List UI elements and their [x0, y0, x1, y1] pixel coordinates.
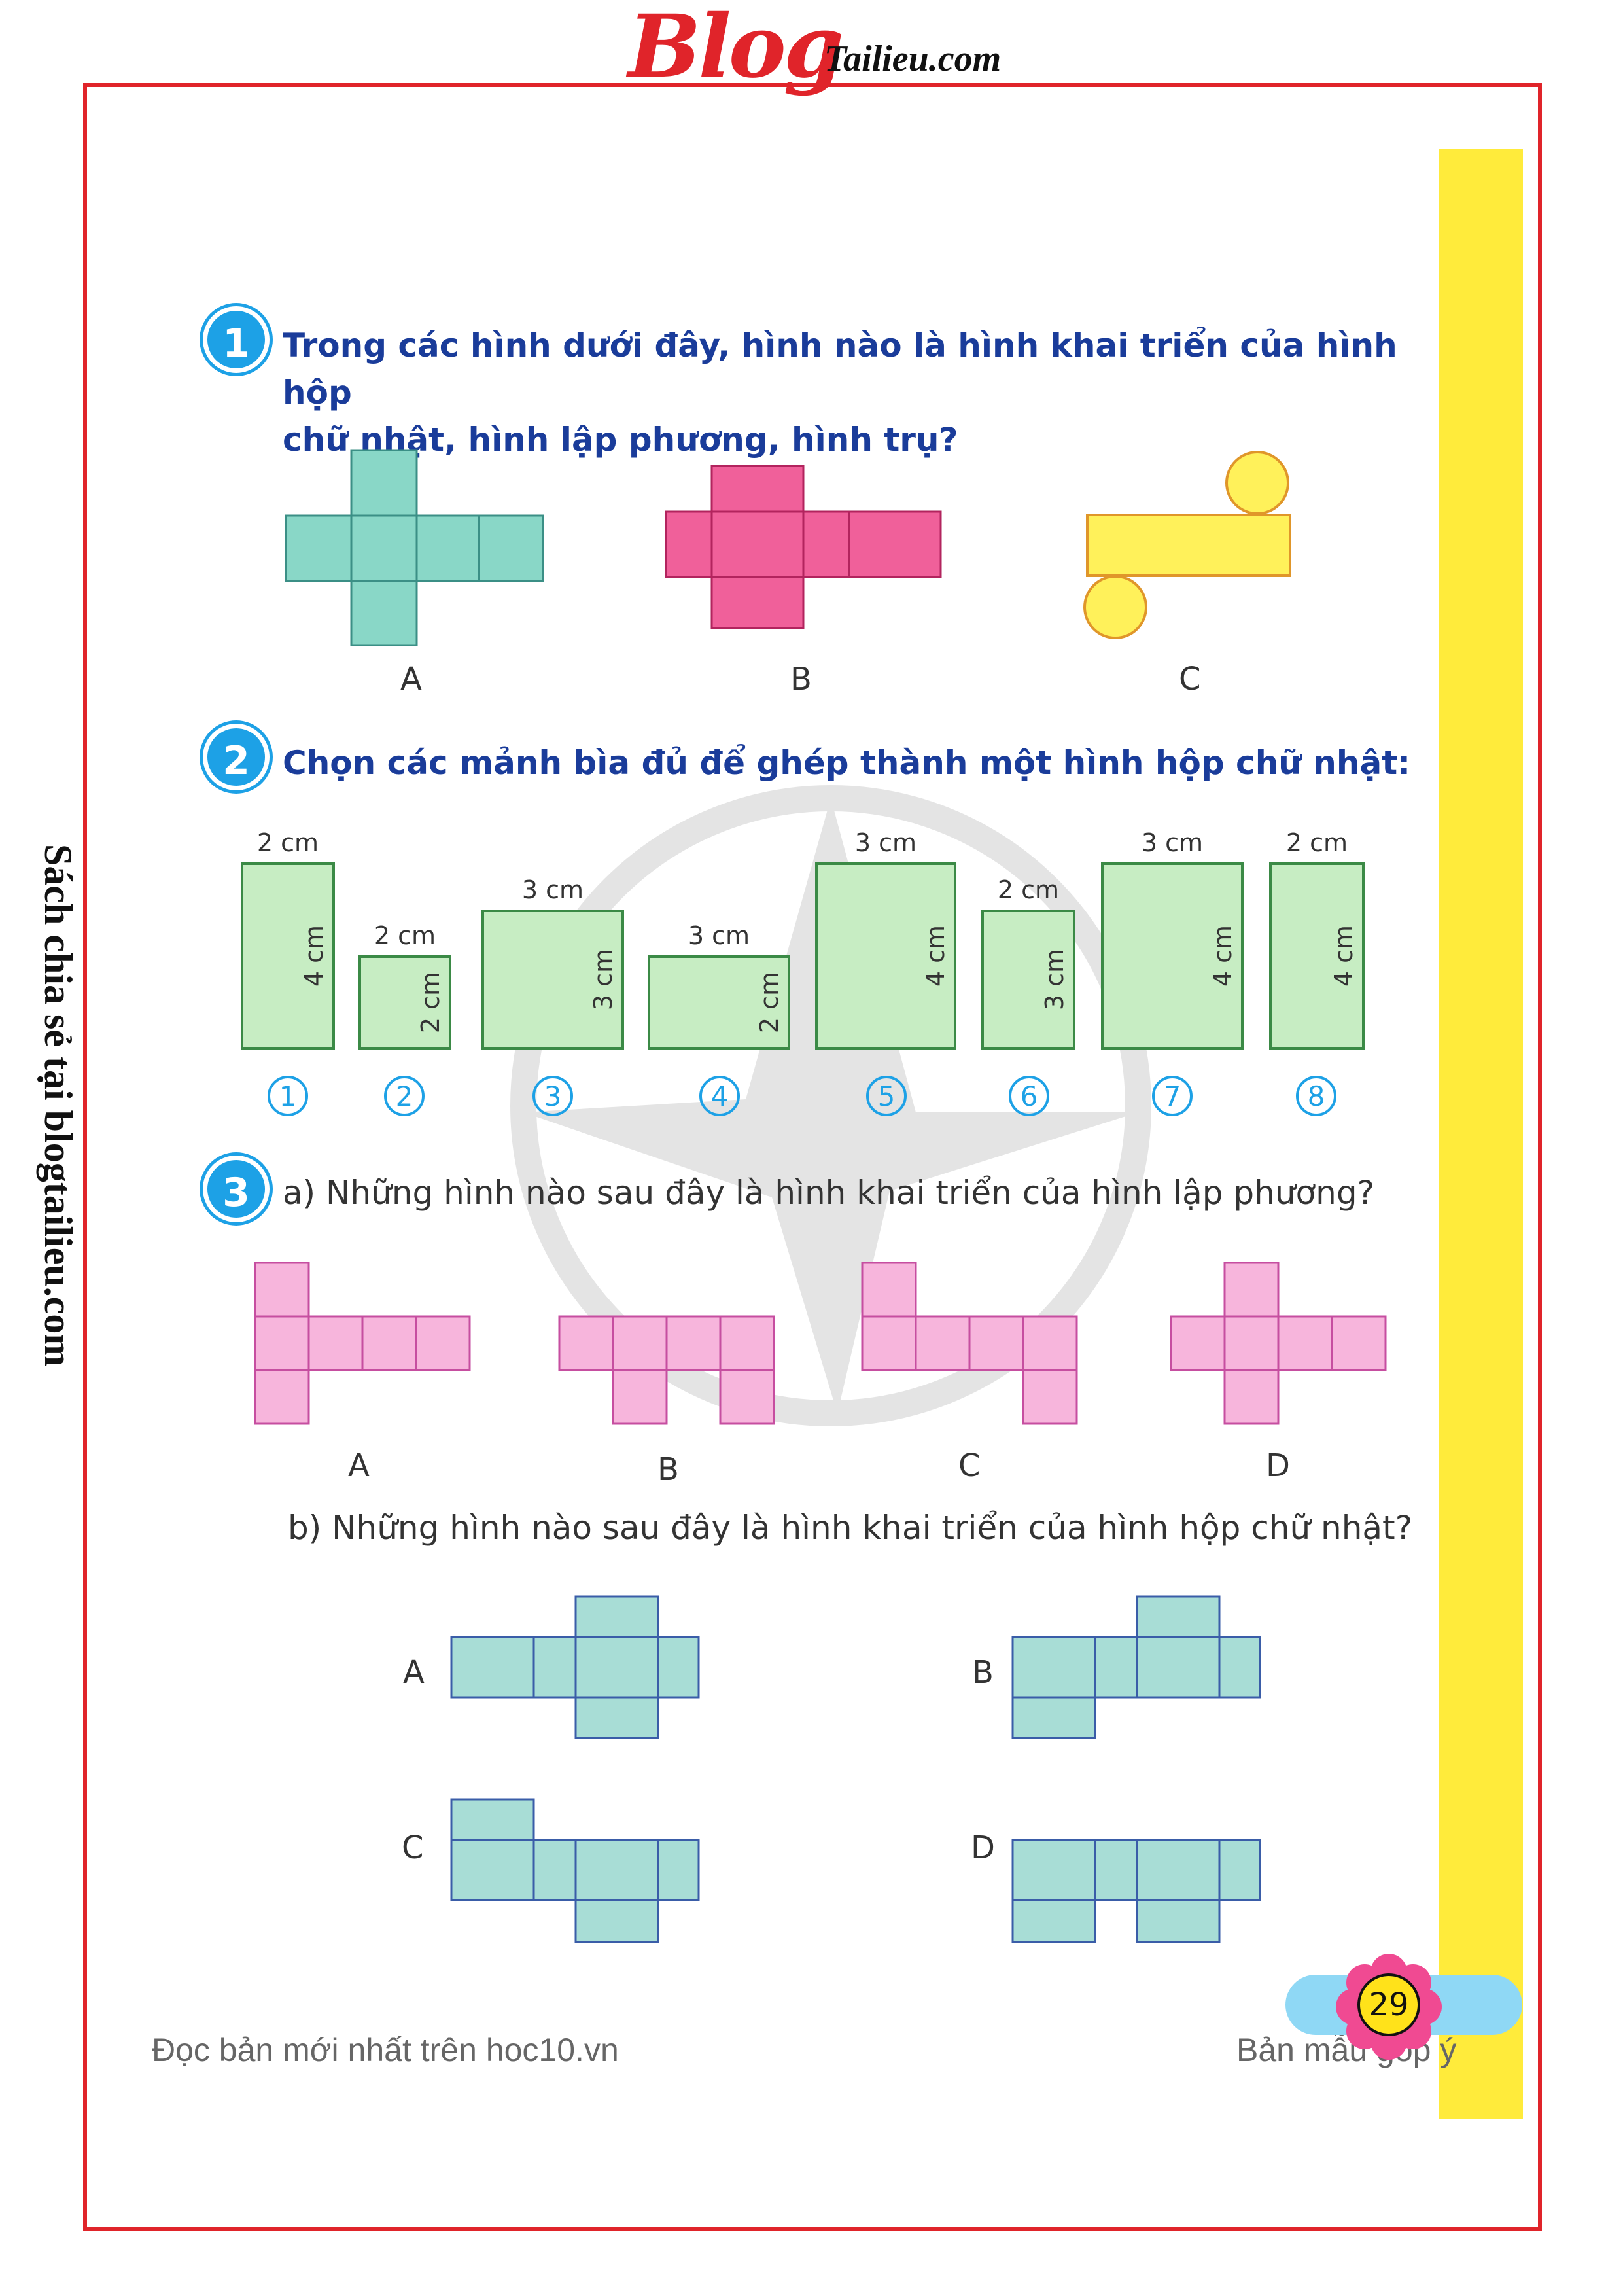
card-8-width-label: 2 cm: [1285, 828, 1348, 857]
exercise-2-number: 2: [203, 724, 270, 790]
card-1: [241, 862, 335, 1050]
exercise-3b-net-b: [1011, 1595, 1261, 1739]
exercise-3b-label-c: C: [402, 1829, 424, 1866]
watermark-logo: [510, 785, 1151, 1426]
card-4-number: 4: [699, 1076, 740, 1116]
card-6-width-label: 2 cm: [997, 875, 1060, 904]
card-2-height-label: 2 cm: [416, 971, 445, 1034]
card-8: [1269, 862, 1365, 1050]
exercise-1-number: 1: [203, 306, 270, 373]
exercise-3b-label-d: D: [971, 1829, 995, 1866]
card-3: [481, 910, 624, 1050]
exercise-3b-label-a: A: [403, 1654, 425, 1691]
page-number: 29: [1357, 1973, 1420, 2036]
exercise-3b-net-c: [450, 1798, 700, 1943]
card-3-number: 3: [532, 1076, 573, 1116]
exercise-3b-net-a: [450, 1595, 700, 1739]
exercise-3b-net-d: [1011, 1839, 1261, 1943]
card-8-height-label: 4 cm: [1329, 925, 1358, 987]
card-7-width-label: 3 cm: [1141, 828, 1204, 857]
footer-left-text: Đọc bản mới nhất trên hoc10.vn: [152, 2032, 619, 2068]
card-5: [815, 862, 956, 1050]
exercise-3a-label-d: D: [1266, 1447, 1290, 1484]
exercise-1-label-a: A: [400, 661, 422, 698]
exercise-3a-net-b: [558, 1315, 775, 1425]
card-4: [648, 955, 790, 1050]
exercise-3a-net-d: [1170, 1262, 1387, 1425]
exercise-1-net-a: [285, 449, 544, 646]
exercise-3a-label-b: B: [657, 1451, 679, 1488]
exercise-3-part-b-question: b) Những hình nào sau đây là hình khai t…: [288, 1509, 1413, 1547]
card-2-number: 2: [384, 1076, 425, 1116]
exercise-3a-net-a: [254, 1262, 471, 1425]
logo-tailieu-text: Tailieu.com: [824, 39, 1002, 79]
exercise-3a-label-c: C: [958, 1447, 981, 1484]
card-4-height-label: 2 cm: [755, 971, 784, 1034]
logo-blog-text: Blog: [628, 0, 844, 97]
card-5-width-label: 3 cm: [854, 828, 917, 857]
card-7-number: 7: [1152, 1076, 1193, 1116]
card-6: [981, 910, 1075, 1050]
card-1-width-label: 2 cm: [256, 828, 319, 857]
card-7: [1101, 862, 1244, 1050]
exercise-3-number: 3: [203, 1156, 270, 1222]
card-5-number: 5: [866, 1076, 907, 1116]
exercise-1-title: Trong các hình dưới đây, hình nào là hìn…: [283, 327, 1397, 459]
card-5-height-label: 4 cm: [921, 925, 950, 987]
card-3-height-label: 3 cm: [589, 948, 618, 1011]
card-1-number: 1: [268, 1076, 308, 1116]
card-3-width-label: 3 cm: [521, 875, 584, 904]
exercise-3-part-a-question: a) Những hình nào sau đây là hình khai t…: [283, 1174, 1375, 1212]
exercise-2-title: Chọn các mảnh bìa đủ để ghép thành một h…: [283, 744, 1411, 782]
page-border: [83, 83, 1542, 2231]
card-8-number: 8: [1296, 1076, 1336, 1116]
card-7-height-label: 4 cm: [1208, 925, 1237, 987]
yellow-side-bar: [1439, 149, 1523, 2119]
card-6-height-label: 3 cm: [1040, 948, 1069, 1011]
card-1-height-label: 4 cm: [300, 925, 328, 987]
exercise-3b-label-b: B: [972, 1654, 994, 1691]
exercise-3a-label-a: A: [348, 1447, 370, 1484]
exercise-1-label-c: C: [1179, 661, 1201, 698]
site-logo[interactable]: Blog Tailieu.com: [628, 0, 1034, 98]
exercise-3a-net-c: [861, 1262, 1078, 1425]
exercise-1-net-c: [1083, 451, 1291, 639]
exercise-1-net-b: [665, 465, 942, 629]
card-4-width-label: 3 cm: [688, 921, 750, 950]
exercise-1-label-b: B: [790, 661, 812, 698]
card-2: [358, 955, 451, 1050]
side-watermark-text: Sách chia sẻ tại blogtailieu.com: [37, 844, 80, 1367]
card-2-width-label: 2 cm: [374, 921, 436, 950]
card-6-number: 6: [1009, 1076, 1049, 1116]
